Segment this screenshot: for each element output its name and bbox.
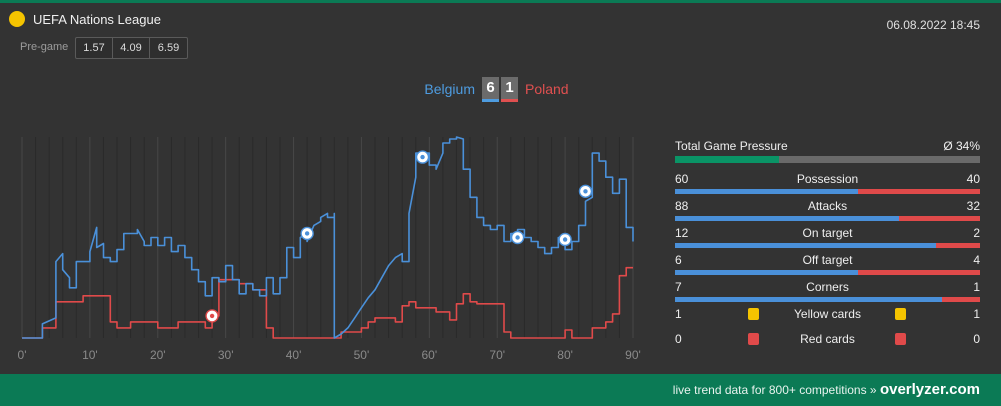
stat-bar-home [675, 270, 858, 275]
stat-bar-home [675, 216, 899, 221]
stat-label: Off target [802, 253, 853, 267]
away-score: 1 [501, 77, 518, 102]
x-tick-label: 30' [218, 348, 234, 362]
card-home-value: 1 [675, 307, 682, 321]
odd-away[interactable]: 6.59 [157, 42, 180, 54]
home-team-name[interactable]: Belgium [424, 81, 475, 97]
top-accent-line [0, 0, 1001, 3]
league-name[interactable]: UEFA Nations League [33, 12, 161, 27]
scoreboard: Belgium 6 1 Poland [0, 77, 1001, 103]
footer-tagline: live trend data for 800+ competitions » [672, 383, 877, 397]
stat-label: On target [802, 226, 853, 240]
match-datetime: 06.08.2022 18:45 [886, 18, 980, 32]
stat-bar-away [898, 216, 980, 221]
card-label: Red cards [800, 332, 855, 346]
stat-bar-away [936, 243, 980, 248]
series-line-poland [22, 266, 633, 339]
stat-bar-home [675, 189, 858, 194]
odd-home[interactable]: 1.57 [76, 38, 113, 58]
odd-draw[interactable]: 4.09 [113, 38, 150, 58]
card-away-value: 0 [973, 332, 980, 346]
x-tick-label: 70' [489, 348, 505, 362]
x-tick-label: 60' [422, 348, 438, 362]
pressure-bar-fill [675, 156, 779, 163]
x-tick-label: 0' [18, 348, 27, 362]
card-home-icon [748, 308, 759, 320]
stat-bar [675, 216, 980, 221]
stat-away-value: 2 [973, 226, 980, 240]
goal-marker-center [515, 235, 520, 240]
goal-marker-center [304, 231, 310, 236]
stat-label: Possession [796, 172, 859, 186]
stat-bar [675, 243, 980, 248]
series-line-belgium [22, 136, 634, 339]
footer: live trend data for 800+ competitions » … [0, 374, 1001, 406]
stat-bar [675, 189, 980, 194]
x-tick-label: 80' [557, 348, 573, 362]
stat-bar-away [858, 189, 980, 194]
pregame-label: Pre-game [20, 41, 69, 53]
stat-away-value: 1 [973, 280, 980, 294]
stat-label: Corners [806, 280, 849, 294]
card-home-icon [748, 333, 759, 345]
footer-link[interactable]: live trend data for 800+ competitions » … [673, 381, 980, 398]
goal-marker-center [209, 313, 215, 319]
goal-marker-center [420, 154, 425, 160]
stat-bar-home [675, 243, 937, 248]
stat-away-value: 40 [966, 172, 980, 186]
stat-bar-away [941, 297, 980, 302]
stat-home-value: 7 [675, 280, 682, 294]
x-tick-label: 40' [286, 348, 302, 362]
pressure-value: Ø 34% [943, 139, 980, 153]
stat-bar [675, 297, 980, 302]
card-away-icon [895, 333, 906, 345]
stat-bar-home [675, 297, 942, 302]
card-away-icon [895, 308, 906, 320]
stat-bar-away [858, 270, 980, 275]
away-team-name[interactable]: Poland [525, 81, 569, 97]
stat-away-value: 32 [966, 199, 980, 213]
x-tick-label: 10' [82, 348, 98, 362]
pregame-odds: 1.57 4.09 6.59 [75, 37, 188, 59]
stat-label: Attacks [807, 199, 848, 213]
card-home-value: 0 [675, 332, 682, 346]
home-score: 6 [482, 77, 499, 102]
stat-bar [675, 270, 980, 275]
x-tick-label: 50' [354, 348, 370, 362]
pressure-chart[interactable]: 0' 10' 20' 30' 40' 50' 60' 70' 80' 90' [0, 130, 660, 370]
goal-marker-center [562, 237, 568, 242]
stat-home-value: 60 [675, 172, 689, 186]
stat-home-value: 88 [675, 199, 689, 213]
card-away-value: 1 [973, 307, 980, 321]
stat-home-value: 12 [675, 226, 689, 240]
x-tick-label: 90' [625, 348, 641, 362]
stat-away-value: 4 [973, 253, 980, 267]
footer-brand: overlyzer.com [879, 381, 980, 398]
goal-marker-center [583, 189, 588, 194]
stat-home-value: 6 [675, 253, 682, 267]
league-icon [9, 11, 25, 27]
card-label: Yellow cards [794, 307, 861, 321]
x-tick-label: 20' [150, 348, 166, 362]
pressure-label: Total Game Pressure [675, 139, 788, 153]
pressure-bar [675, 156, 980, 163]
